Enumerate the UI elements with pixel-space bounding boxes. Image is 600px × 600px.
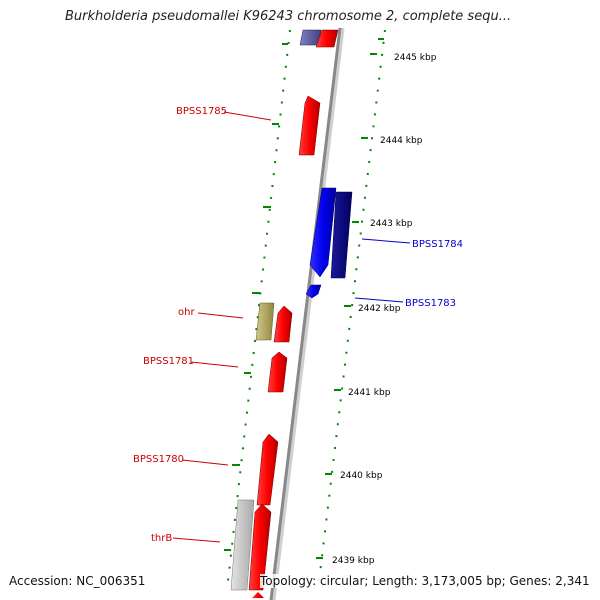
gene-bottom-partial	[252, 592, 264, 598]
inner-major-ticks	[224, 43, 288, 551]
scale-label: 2444 kbp	[380, 136, 423, 146]
topology-summary: Topology: circular; Length: 3,173,005 bp…	[260, 574, 590, 588]
gene-ohr-adjacent	[273, 305, 293, 343]
scale-label: 2441 kbp	[348, 388, 391, 398]
scale-label: 2440 kbp	[340, 471, 383, 481]
gene-ohr	[255, 302, 275, 341]
inner-dotted-ring	[226, 29, 291, 591]
genome-backbone	[269, 27, 342, 600]
gene-thrb-grey	[230, 499, 255, 591]
gene-label-bpss1780[interactable]: BPSS1780	[133, 454, 184, 465]
map-title: Burkholderia pseudomallei K96243 chromos…	[65, 9, 512, 24]
scale-label: 2439 kbp	[332, 556, 375, 566]
scale-label: 2445 kbp	[394, 53, 437, 63]
gene-bpss1785	[298, 95, 321, 156]
scale-labels: 2445 kbp 2444 kbp 2443 kbp 2442 kbp 2441…	[332, 53, 437, 566]
gene-label-thrb[interactable]: thrB	[151, 533, 172, 544]
gene-feature-top-red	[315, 29, 339, 48]
gene-bpss1780	[256, 433, 279, 506]
gene-labels: BPSS1785 BPSS1784 BPSS1783 ohr BPSS1781 …	[133, 106, 463, 544]
gene-label-bpss1785[interactable]: BPSS1785	[176, 106, 227, 117]
gene-bpss1784	[309, 187, 337, 278]
gene-bpss1783	[305, 284, 322, 299]
gene-thrb	[248, 503, 272, 591]
scale-label: 2443 kbp	[370, 219, 413, 229]
gene-label-bpss1783[interactable]: BPSS1783	[405, 298, 456, 309]
gene-label-ohr[interactable]: ohr	[178, 307, 195, 318]
gene-label-bpss1784[interactable]: BPSS1784	[412, 239, 463, 250]
scale-label: 2442 kbp	[358, 304, 401, 314]
gene-bpss1784-adjacent	[330, 191, 353, 279]
scale-ticks	[316, 38, 384, 559]
gene-bpss1781	[267, 351, 288, 393]
gene-features	[230, 29, 353, 598]
gene-label-bpss1781[interactable]: BPSS1781	[143, 356, 194, 367]
leader-lines	[172, 111, 411, 543]
accession-text: Accession: NC_006351	[9, 574, 146, 588]
outer-dotted-ring	[317, 29, 386, 591]
genome-backbone-shadow	[270, 27, 345, 600]
